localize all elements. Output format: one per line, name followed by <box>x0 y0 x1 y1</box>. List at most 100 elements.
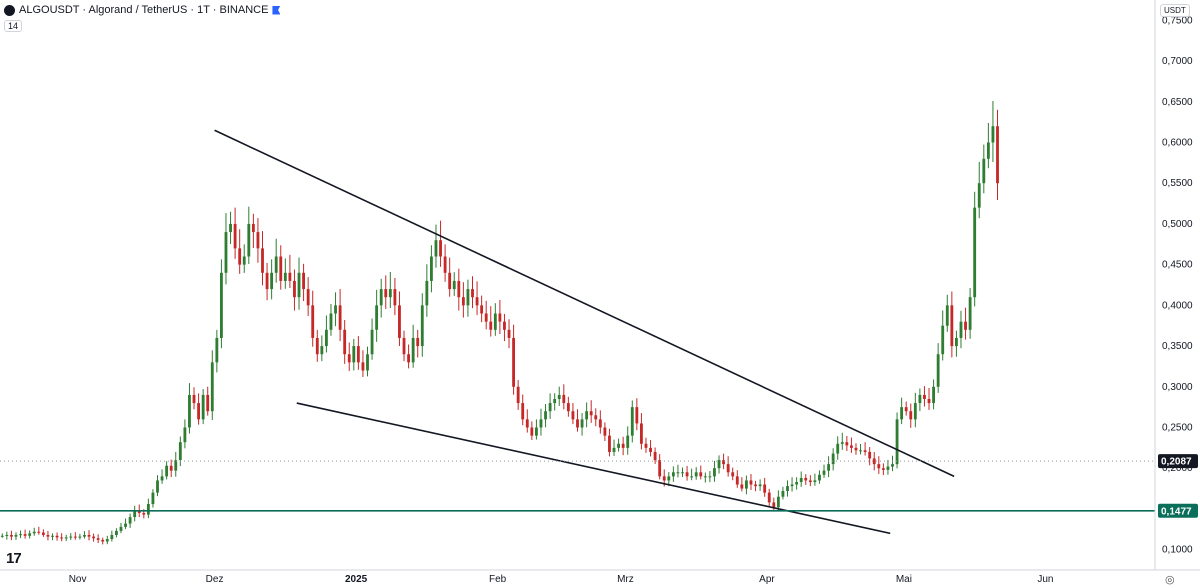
candle-body <box>534 427 538 436</box>
flag-icon[interactable] <box>272 5 281 15</box>
candle-body <box>219 272 223 338</box>
candle-body <box>183 427 187 443</box>
candle-body <box>544 411 547 420</box>
candle-body <box>315 337 319 355</box>
candle-body <box>913 403 917 420</box>
candle-body <box>411 337 415 363</box>
candle-body <box>521 403 525 420</box>
candle-body <box>69 536 73 538</box>
candle-body <box>923 394 926 399</box>
chart-header: ALGOUSDT · Algorand / TetherUS · 1T · BI… <box>4 4 281 16</box>
candle-body <box>804 477 808 481</box>
y-tick-label: 0,5000 <box>1162 219 1193 230</box>
candle-body <box>251 223 255 233</box>
candle-body <box>671 472 675 477</box>
x-tick-label: Apr <box>759 574 775 585</box>
candle-body <box>302 272 306 290</box>
y-tick-label: 0,6000 <box>1162 138 1193 149</box>
price-axis: 0,7500 0,7000 0,6500 0,6000 0,5500 0,5000 0,45… <box>1162 15 1193 555</box>
candle-body <box>690 476 694 478</box>
indicator-badge[interactable]: 14 <box>4 20 23 32</box>
candle-body <box>96 538 100 540</box>
candle-body <box>14 534 18 537</box>
candle-body <box>786 486 789 492</box>
y-tick-label: 0,7000 <box>1162 56 1193 67</box>
candle-body <box>388 289 392 298</box>
candle-body <box>361 362 365 371</box>
candle-body <box>763 484 767 493</box>
trendline-upper <box>214 129 955 478</box>
candle-body <box>41 532 45 535</box>
candle-body <box>512 337 516 387</box>
candle-body <box>941 325 945 355</box>
candle-body <box>945 305 949 326</box>
candle-body <box>452 280 456 290</box>
candle-body <box>493 313 497 330</box>
symbol-title[interactable]: ALGOUSDT · Algorand / TetherUS · 1T · BI… <box>19 4 269 16</box>
candle-body <box>398 305 401 338</box>
candle-body <box>420 305 424 347</box>
candle-body <box>516 386 520 404</box>
x-tick-label: Mrz <box>617 574 634 585</box>
candle-body <box>78 536 82 538</box>
candle-body <box>918 394 922 404</box>
candle-body <box>366 354 369 371</box>
candle-body <box>722 460 726 465</box>
candle-body <box>685 472 689 477</box>
candle-body <box>840 442 844 444</box>
candle-body <box>51 535 54 537</box>
candle-body <box>667 476 671 481</box>
candle-body <box>900 407 904 420</box>
candle-body <box>224 232 228 273</box>
candle-body <box>576 419 579 428</box>
candle-body <box>270 272 274 290</box>
algorand-logo-icon <box>4 4 15 16</box>
candle-body <box>448 272 452 290</box>
y-tick-label: 0,4500 <box>1162 260 1193 271</box>
y-tick-label: 0,7500 <box>1162 15 1193 26</box>
candle-body <box>160 476 164 481</box>
candle-body <box>589 411 593 416</box>
candle-body <box>265 272 269 290</box>
candle-body <box>375 305 379 330</box>
candle-body <box>548 403 552 412</box>
candle-body <box>781 491 785 497</box>
price-labels: 0,2087 0,1477 <box>1158 454 1198 518</box>
candle-body <box>443 256 447 273</box>
y-tick-label: 0,2500 <box>1162 423 1193 434</box>
candle-body <box>822 470 826 475</box>
candle-body <box>557 394 561 399</box>
candle-body <box>621 443 625 448</box>
candle-body <box>215 337 219 363</box>
candle-body <box>461 297 465 306</box>
candle-body <box>165 465 169 477</box>
candle-body <box>977 183 981 208</box>
candle-body <box>174 460 178 471</box>
candle-body <box>776 496 780 508</box>
price-unit-selector[interactable]: USDT <box>1160 4 1190 17</box>
y-tick-label: 0,1000 <box>1162 545 1193 556</box>
settings-icon[interactable]: ◎ <box>1165 574 1175 586</box>
candle-body <box>708 476 712 478</box>
support-level-label-bg <box>1158 503 1198 518</box>
candle-body <box>959 321 963 338</box>
candle-body <box>311 305 315 338</box>
candle-body <box>169 465 173 471</box>
candle-body <box>653 451 657 461</box>
candle-body <box>146 504 150 515</box>
candle-body <box>229 223 232 233</box>
levels-layer <box>0 460 1155 512</box>
candle-body <box>635 407 639 424</box>
candle-body <box>283 272 287 281</box>
candle-body <box>891 464 894 467</box>
candle-body <box>795 482 799 485</box>
candle-body <box>813 480 817 483</box>
candle-body <box>64 537 68 539</box>
candle-body <box>726 464 730 473</box>
candle-body <box>32 531 36 534</box>
candle-body <box>996 126 999 184</box>
candle-body <box>859 450 862 452</box>
tradingview-logo[interactable]: 17 <box>6 550 22 567</box>
candle-body <box>119 526 123 531</box>
